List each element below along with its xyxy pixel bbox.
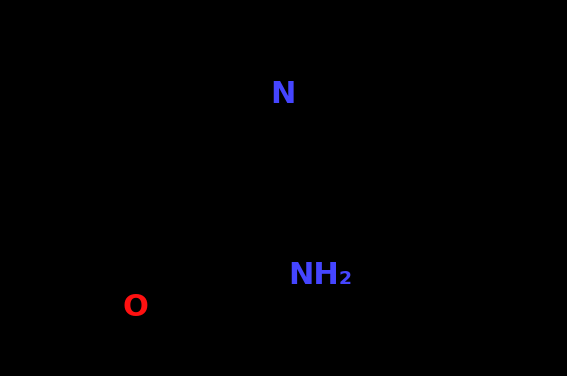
Text: NH₂: NH₂ xyxy=(288,261,352,290)
Text: O: O xyxy=(122,293,149,322)
Text: N: N xyxy=(270,80,295,109)
